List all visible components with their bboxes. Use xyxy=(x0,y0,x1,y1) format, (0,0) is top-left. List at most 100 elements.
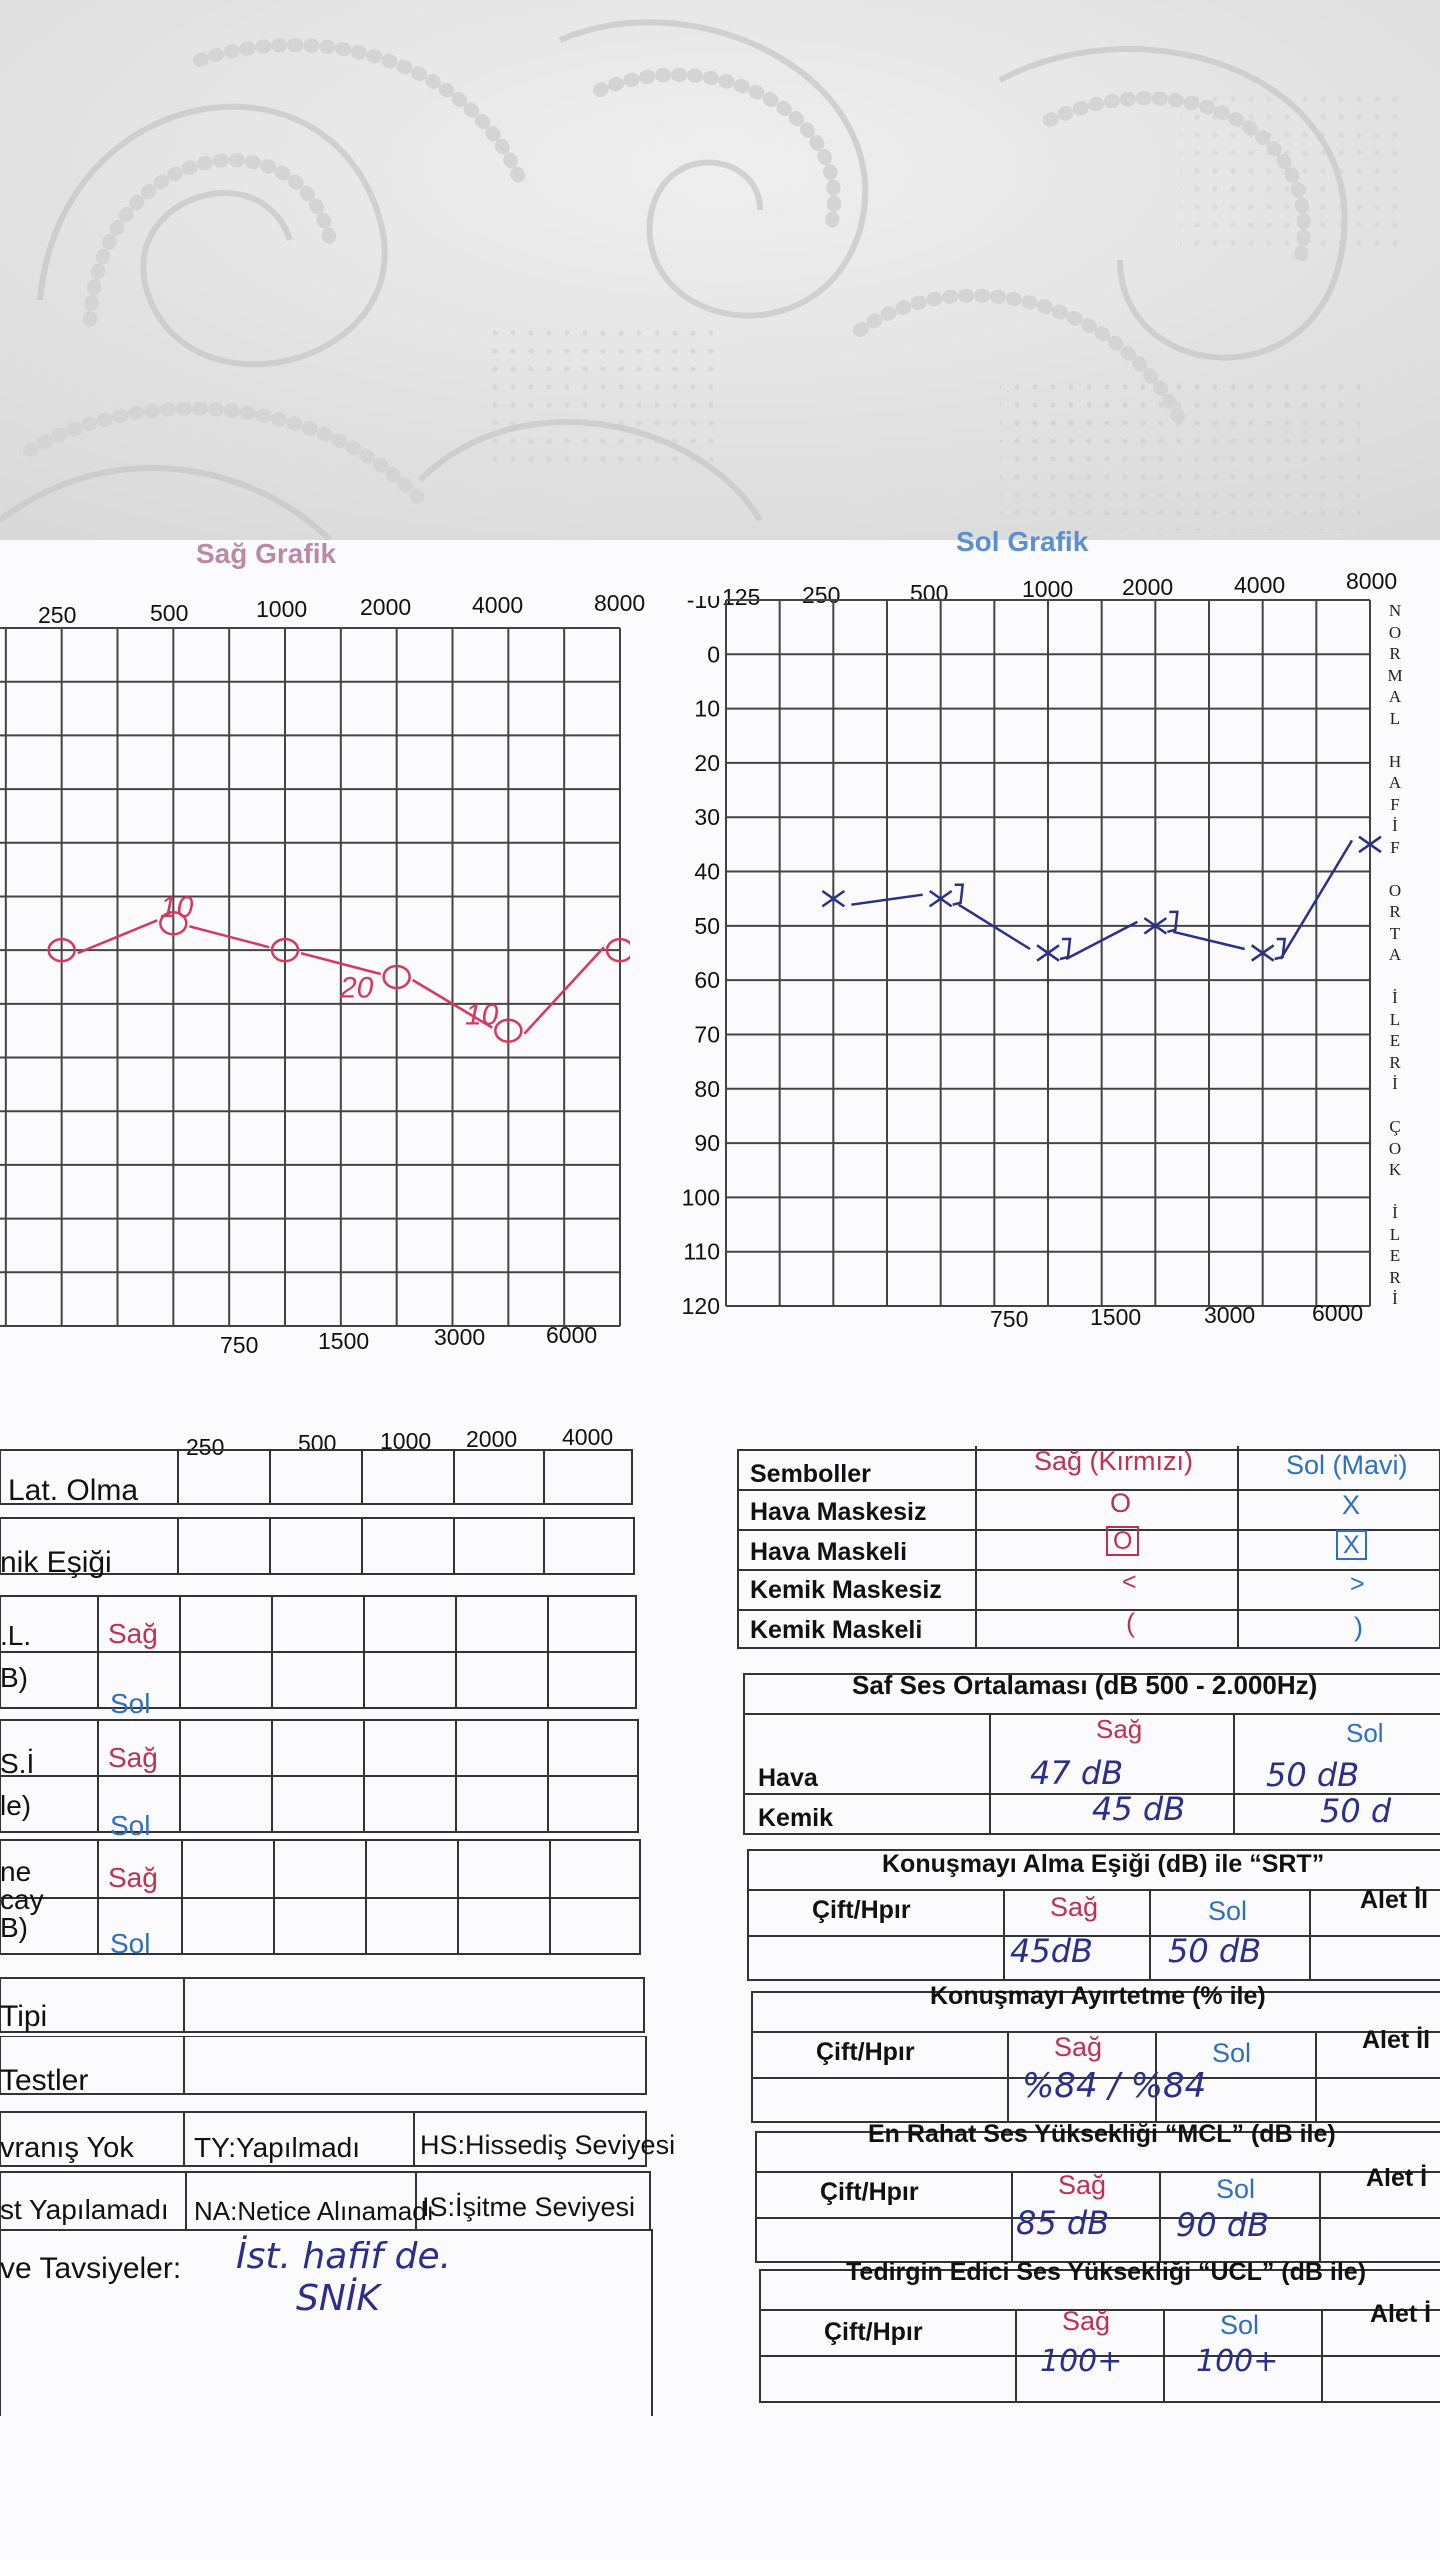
sd-alet: Alet İl xyxy=(1362,2026,1431,2054)
mcl-col0: Çift/Hpır xyxy=(820,2178,919,2206)
left-graph-title: Sol Grafik xyxy=(956,526,1089,557)
side-label-letter: K xyxy=(1388,1160,1402,1179)
symbol-row-2-label: Kemik Maskesiz xyxy=(750,1576,942,1604)
pta-sol: Sol xyxy=(1346,1718,1384,1748)
pta-kemik: Kemik xyxy=(758,1804,834,1832)
side-label-letter: R xyxy=(1389,1052,1401,1072)
lower-right-tables xyxy=(737,1446,1440,2403)
left-y-tick-label: 120 xyxy=(682,1293,720,1319)
side-label-letter: R xyxy=(1389,1267,1401,1287)
side-label-letter: İ xyxy=(1392,1289,1398,1308)
symbols-sag-header: Sağ (Kırmızı) xyxy=(1034,1446,1194,1476)
srt-sol-value: 50 dB xyxy=(1168,1932,1262,1970)
sd-sol: Sol xyxy=(1212,2038,1252,2068)
right-ac-line xyxy=(189,925,270,949)
esik-label: nik Eşiği xyxy=(0,1546,112,1579)
side-label-letter: L xyxy=(1389,708,1401,728)
left-y-tick-label: 70 xyxy=(694,1021,720,1047)
lower-left-tables xyxy=(0,1449,645,2033)
left-y-tick-label: 40 xyxy=(694,859,720,885)
right-freq-1500: 1500 xyxy=(318,1328,370,1354)
legend-b1: st Yapılamadı xyxy=(0,2194,169,2225)
ll-freq-500: 500 xyxy=(298,1430,337,1456)
right-freq-6000: 6000 xyxy=(546,1322,598,1348)
symbol-row-0-sol: X xyxy=(1342,1490,1361,1520)
side-label-letter: T xyxy=(1389,923,1401,943)
srt-sol: Sol xyxy=(1208,1896,1248,1926)
side-label-letter: O xyxy=(1388,880,1402,900)
side-label-letter: L xyxy=(1389,1009,1401,1029)
pta-hava: Hava xyxy=(758,1764,818,1792)
left-y-tick-label: 60 xyxy=(694,967,720,993)
side-label-letter: M xyxy=(1387,665,1403,685)
left-y-tick-label: 110 xyxy=(683,1239,720,1265)
right-freq-4000: 4000 xyxy=(472,592,524,618)
symbol-row-0-label: Hava Maskesiz xyxy=(750,1498,927,1526)
right-ac-point-o xyxy=(270,937,300,963)
symbol-row-2-sag: < xyxy=(1122,1568,1137,1596)
side-label-letter xyxy=(1384,1181,1406,1203)
symbol-row-0-sag: O xyxy=(1110,1488,1132,1518)
side-label-letter: İ xyxy=(1392,816,1398,835)
side-label-letter: O xyxy=(1388,1138,1402,1158)
right-graph-title: Sağ Grafik xyxy=(196,538,337,569)
tavsiye-handwriting-1: İst. hafif de. xyxy=(236,2236,452,2277)
block1-sol-label: Sol xyxy=(110,1688,151,1719)
b2-label: B) xyxy=(0,1912,28,1943)
side-label-letter: R xyxy=(1389,644,1401,663)
right-ac-point-o xyxy=(605,937,630,963)
lower-left-tables-2 xyxy=(0,2036,653,2416)
side-label-letter: H xyxy=(1388,751,1402,771)
right-freq-2000: 2000 xyxy=(360,594,412,620)
mcl-alet: Alet İ xyxy=(1366,2164,1428,2192)
side-label-letter: E xyxy=(1389,1246,1401,1265)
audiogram-sheet xyxy=(0,540,1440,2560)
block2-sag-label: Sağ xyxy=(108,1742,158,1773)
testler-label: Testler xyxy=(0,2064,89,2097)
left-freq-1500: 1500 xyxy=(1090,1304,1142,1330)
side-label-letter: E xyxy=(1389,1031,1401,1050)
paper-towel-background xyxy=(0,0,1440,560)
symbols-sol-header: Sol (Mavi) xyxy=(1286,1450,1408,1480)
towel-texture xyxy=(0,0,1440,560)
side-label-letter: L xyxy=(1389,1224,1401,1244)
side-label-letter: İ xyxy=(1392,1203,1398,1222)
left-ac-point-x xyxy=(928,883,965,908)
tavsiye-handwriting-2: SNİK xyxy=(296,2278,381,2319)
ucl-sol: Sol xyxy=(1220,2310,1260,2340)
symbol-row-2-sol: > xyxy=(1350,1570,1365,1598)
sd-value: %84 / %84 xyxy=(1022,2066,1207,2106)
right-ac-point-o xyxy=(494,1018,523,1043)
left-freq-2000: 2000 xyxy=(1122,574,1174,600)
ll-freq-250: 250 xyxy=(186,1434,225,1460)
left-y-tick-label: 50 xyxy=(694,913,720,939)
left-ac-point-x xyxy=(1036,937,1072,962)
legend-a3: HS:Hissediş Seviyesi xyxy=(420,2130,676,2160)
ucl-sol-value: 100+ xyxy=(1196,2344,1279,2379)
right-ac-line xyxy=(412,978,493,1029)
left-ac-point-x xyxy=(821,889,846,908)
sd-sag: Sağ xyxy=(1054,2032,1103,2062)
right-ac-line xyxy=(523,946,605,1035)
legend-b3: IS:İşitme Seviyesi xyxy=(422,2192,636,2222)
pta-title: Saf Ses Ortalaması (dB 500 - 2.000Hz) xyxy=(852,1670,1318,1700)
left-freq-125: 125 xyxy=(722,584,761,610)
srt-title: Konuşmayı Alma Eşiği (dB) ile “SRT” xyxy=(882,1850,1325,1878)
pta-sag: Sağ xyxy=(1096,1714,1143,1744)
left-ac-line xyxy=(1065,920,1138,961)
symbol-row-3-sag: ( xyxy=(1126,1608,1135,1638)
sd-col0: Çift/Hpır xyxy=(816,2038,915,2066)
right-ac-line xyxy=(77,919,158,955)
right-audiogram-grid: 10 20 10 xyxy=(0,627,630,1327)
right-handwritten-note: 10 xyxy=(465,999,499,1032)
ucl-title: Tedirgin Edici Ses Yüksekliği “UCL” (dB … xyxy=(846,2258,1367,2286)
tipi-label: Tipi xyxy=(0,2000,48,2033)
ll-label: .L. xyxy=(0,1620,32,1651)
side-label-letter: R xyxy=(1389,902,1401,921)
side-label-letter: İ xyxy=(1392,988,1398,1007)
right-ac-point-o xyxy=(159,911,188,936)
legend-a2: TY:Yapılmadı xyxy=(194,2132,361,2163)
right-freq-8000: 8000 xyxy=(594,590,646,616)
srt-sag: Sağ xyxy=(1050,1892,1099,1922)
